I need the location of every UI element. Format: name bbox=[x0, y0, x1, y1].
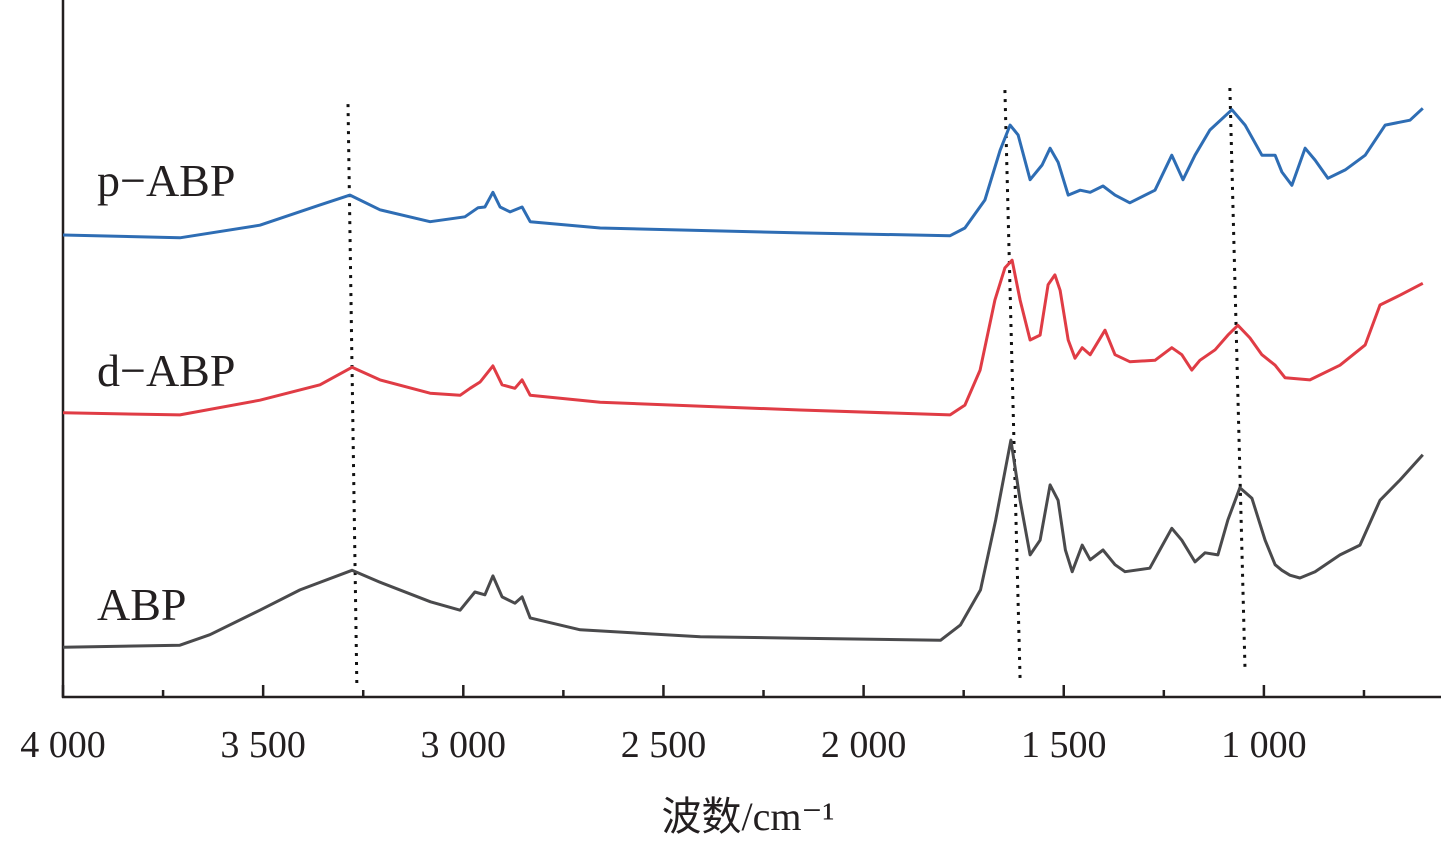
reference-dotted-line bbox=[346, 104, 359, 684]
x-tick-labels: 4 000 3 500 3 000 2 500 2 000 1 500 1 000 bbox=[20, 724, 1306, 766]
series-label-abp: ABP bbox=[97, 579, 186, 630]
series-line-abp bbox=[62, 438, 1424, 649]
x-tick-label: 1 000 bbox=[1221, 724, 1307, 766]
reference-dotted-line bbox=[1003, 90, 1022, 681]
reference-dotted-line bbox=[1228, 87, 1247, 672]
series-line-p-abp bbox=[62, 107, 1424, 240]
series-line-d-abp bbox=[62, 258, 1424, 417]
reference-lines bbox=[346, 87, 1247, 684]
x-tick-label: 4 000 bbox=[20, 724, 106, 766]
x-tick-label: 3 000 bbox=[421, 724, 507, 766]
series-label-d-abp: d−ABP bbox=[97, 345, 235, 396]
x-tick-label: 1 500 bbox=[1021, 724, 1107, 766]
x-tick-label: 2 000 bbox=[821, 724, 907, 766]
series-label-p-abp: p−ABP bbox=[97, 155, 235, 206]
series-labels: p−ABP d−ABP ABP bbox=[97, 155, 235, 630]
series-group bbox=[62, 107, 1424, 649]
x-tick-label: 2 500 bbox=[621, 724, 707, 766]
x-axis-title: 波数/cm⁻¹ bbox=[661, 794, 834, 839]
axes bbox=[61, 0, 1441, 699]
x-tick-label: 3 500 bbox=[220, 724, 306, 766]
